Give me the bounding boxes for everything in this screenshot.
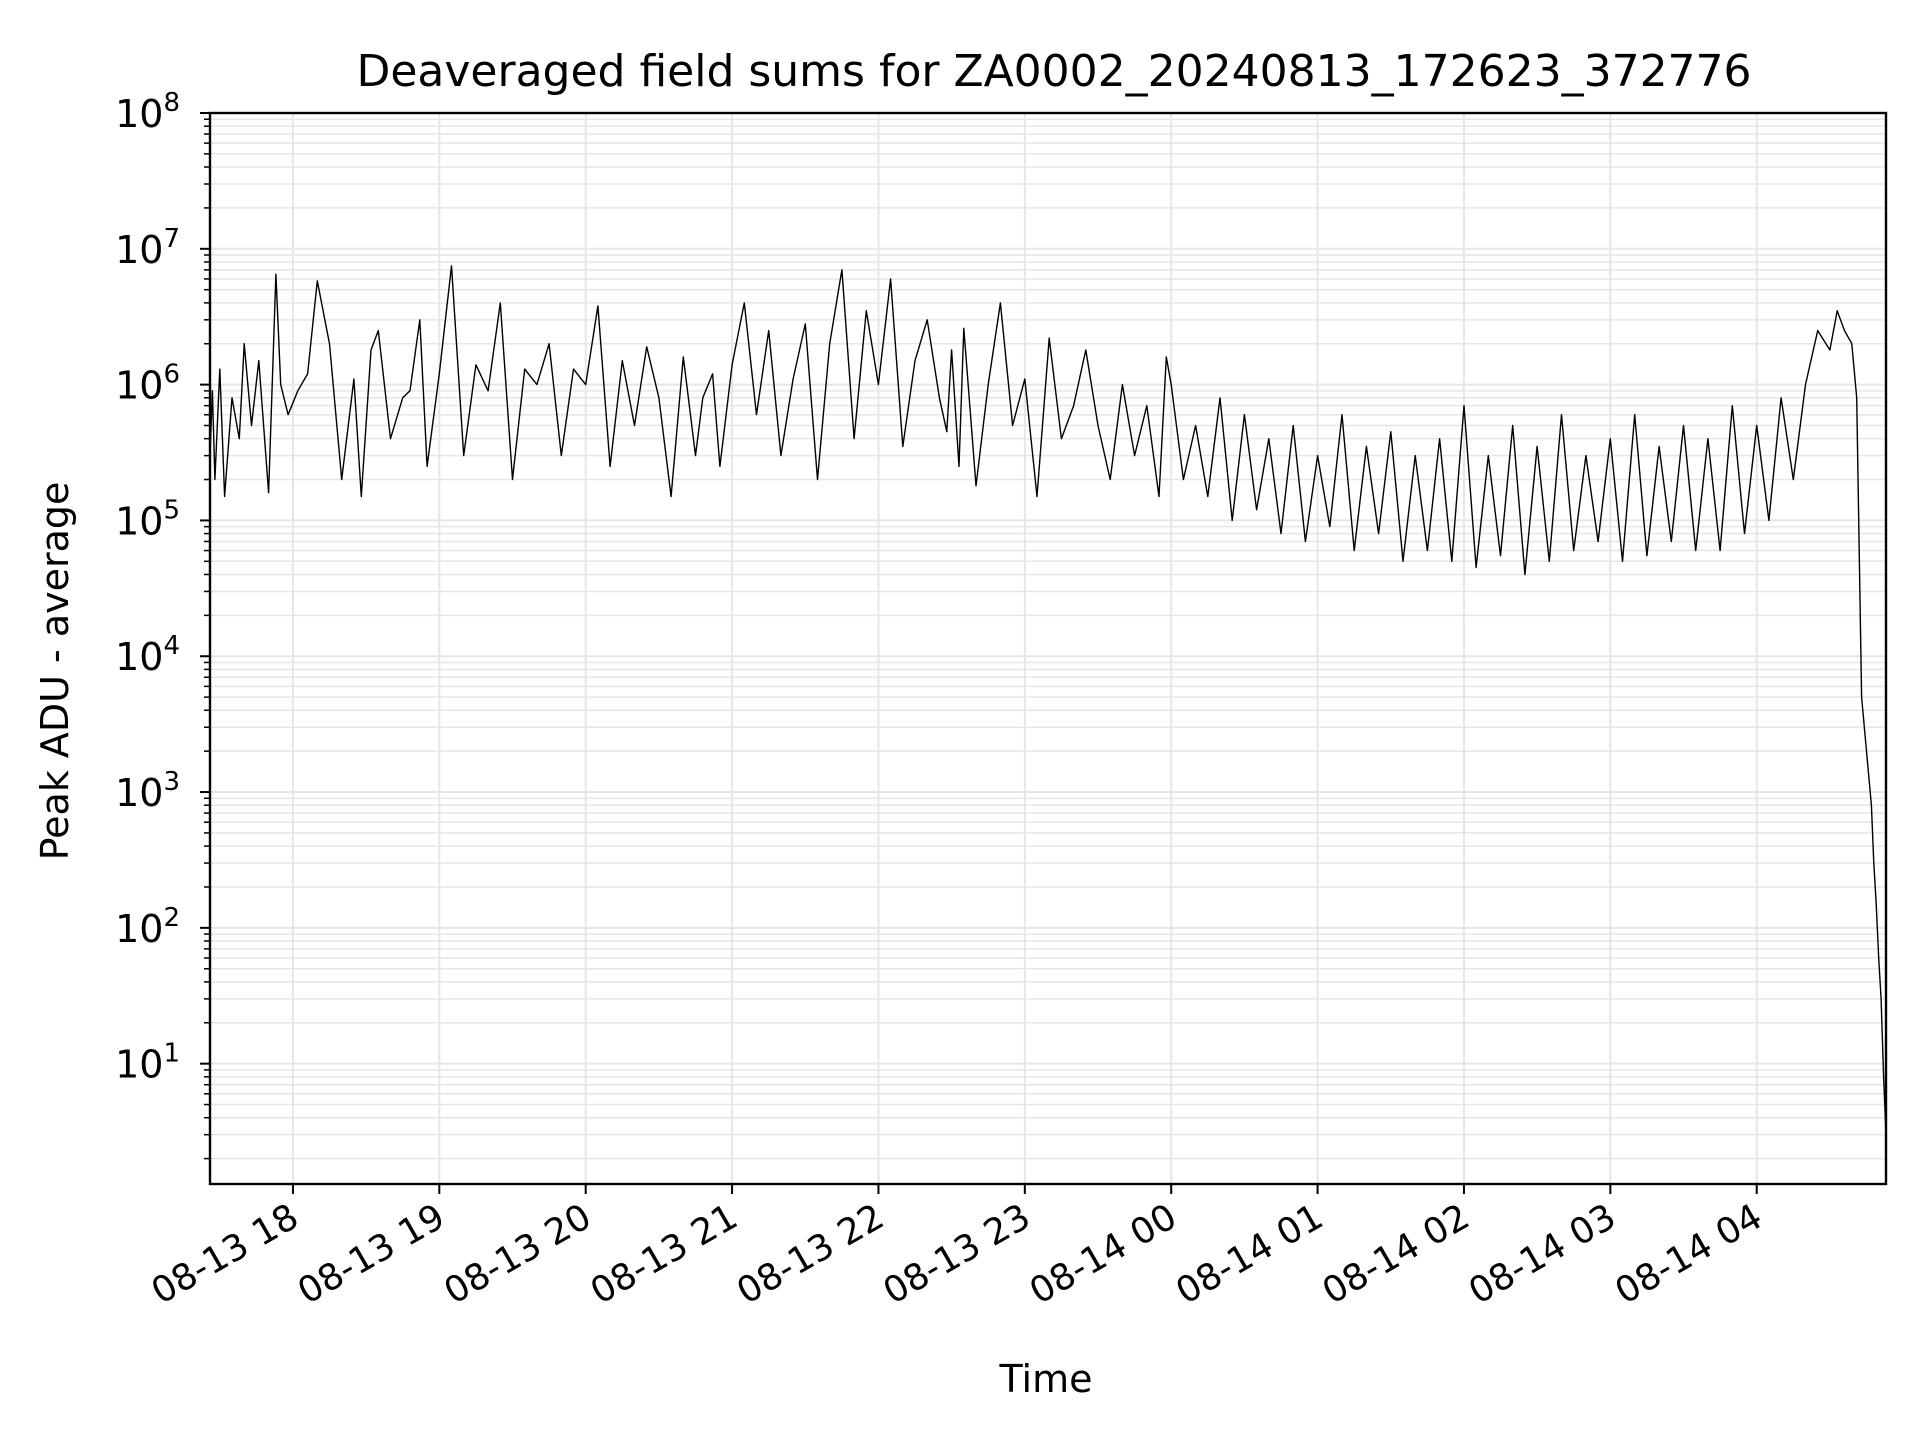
- y-tick-label: 102: [115, 903, 180, 951]
- y-tick-label: 105: [115, 495, 180, 543]
- y-tick-label: 106: [115, 360, 180, 408]
- y-tick-label: 108: [115, 88, 180, 136]
- series-line: [209, 265, 1887, 1135]
- grid-layer: [210, 112, 1886, 1184]
- plot-frame: [208, 111, 1888, 1186]
- y-tick-label: 104: [115, 631, 180, 679]
- x-axis-label: Time: [999, 1357, 1093, 1401]
- y-tick-label: 107: [115, 224, 180, 272]
- y-tick-label: 101: [115, 1039, 180, 1087]
- series-layer: [209, 265, 1887, 1135]
- chart-title: Deaveraged field sums for ZA0002_2024081…: [356, 46, 1751, 97]
- axes-layer: [208, 111, 1888, 1186]
- y-tick-label: 103: [115, 767, 180, 815]
- y-axis-label: Peak ADU - average: [33, 482, 77, 861]
